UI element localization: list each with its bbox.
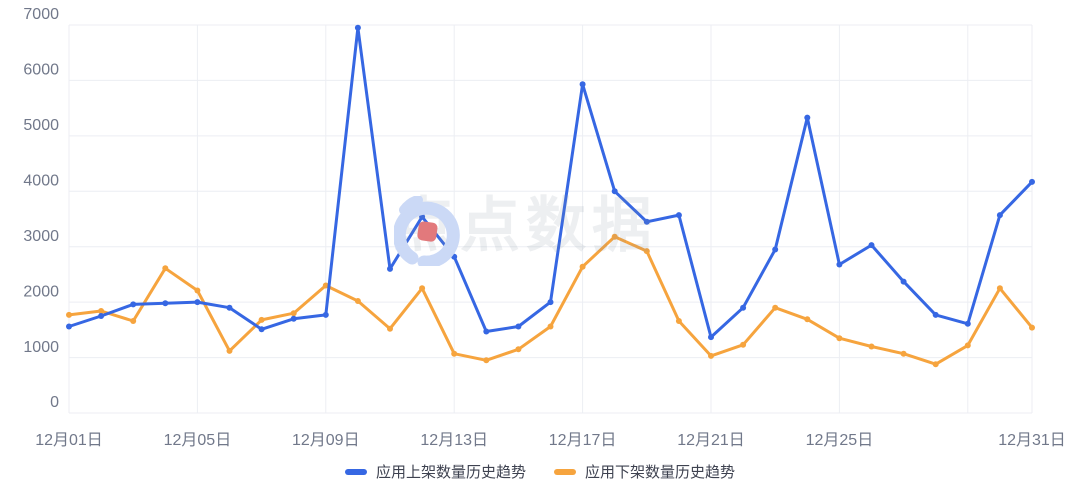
data-point [868, 343, 875, 350]
data-point [1029, 324, 1035, 331]
x-axis-label: 12月05日 [164, 432, 232, 449]
data-point [547, 299, 554, 306]
data-point [258, 326, 265, 333]
data-point [675, 212, 682, 219]
x-axis-label: 12月17日 [549, 432, 617, 449]
data-point [130, 301, 137, 308]
data-point [740, 341, 747, 348]
data-point [996, 285, 1003, 292]
x-axis-label: 12月01日 [35, 432, 103, 449]
data-point [932, 311, 939, 318]
data-point [354, 298, 361, 304]
data-point [451, 253, 458, 260]
data-point [643, 248, 650, 255]
data-point [66, 311, 72, 318]
data-point [194, 299, 201, 306]
data-point [1029, 178, 1035, 185]
series-line-0 [67, 26, 1034, 339]
data-point [611, 188, 618, 195]
data-point [772, 304, 779, 311]
x-axis-label: 12月25日 [806, 432, 874, 449]
data-point [387, 265, 393, 272]
data-point [98, 308, 105, 314]
data-point [643, 218, 650, 225]
data-point [804, 114, 811, 121]
data-point [708, 334, 714, 341]
y-axis-label: 1000 [23, 339, 59, 356]
legend-item-listed[interactable]: 应用上架数量历史趋势 [344, 461, 526, 482]
data-point [772, 246, 779, 253]
data-point [98, 313, 105, 319]
data-point [996, 212, 1003, 219]
data-point [836, 261, 843, 268]
data-point [226, 347, 233, 354]
data-point [804, 316, 811, 323]
x-axis-label: 12月21日 [677, 432, 745, 449]
y-axis-label: 0 [50, 394, 59, 411]
data-point [579, 81, 586, 88]
data-point [900, 278, 907, 285]
data-point [964, 320, 971, 327]
data-point [451, 350, 458, 357]
legend-item-delisted[interactable]: 应用下架数量历史趋势 [554, 461, 735, 482]
y-axis-label: 7000 [23, 6, 59, 23]
y-axis-label: 2000 [23, 283, 59, 300]
legend-label-listed: 应用上架数量历史趋势 [375, 464, 526, 481]
data-point [515, 346, 522, 353]
data-point [964, 342, 971, 349]
y-axis-label: 5000 [23, 117, 59, 134]
data-point [515, 323, 522, 330]
data-point [162, 265, 169, 272]
data-point [194, 287, 201, 294]
data-point [66, 323, 72, 330]
data-point [226, 304, 233, 311]
data-point [322, 282, 329, 289]
x-axis-label: 12月31日 [998, 432, 1066, 449]
data-point [868, 242, 875, 249]
x-axis-label: 12月09日 [292, 432, 360, 449]
data-point [322, 311, 329, 318]
data-point [836, 335, 843, 342]
data-point [258, 316, 265, 323]
data-point [387, 325, 393, 332]
data-point [547, 323, 554, 330]
data-point [419, 285, 426, 292]
y-axis-label: 6000 [23, 62, 59, 79]
data-point [708, 352, 714, 359]
x-axis-label: 12月13日 [420, 432, 488, 449]
chart-legend: 应用上架数量历史趋势 应用下架数量历史趋势 [0, 461, 1080, 482]
data-point [290, 315, 297, 322]
data-point [611, 233, 618, 240]
data-point [290, 310, 297, 317]
data-point [579, 263, 586, 270]
legend-marker-listed-icon [344, 468, 367, 475]
y-axis-label: 3000 [23, 228, 59, 245]
data-point [900, 350, 907, 357]
data-point [419, 213, 426, 220]
data-point [130, 318, 137, 324]
data-point [162, 300, 169, 307]
data-point [354, 24, 361, 31]
data-point [483, 328, 490, 335]
data-point [483, 357, 490, 364]
legend-label-delisted: 应用下架数量历史趋势 [585, 464, 736, 481]
y-axis-label: 4000 [23, 173, 59, 190]
data-point [740, 304, 747, 311]
data-point [675, 318, 682, 324]
data-point [932, 361, 939, 368]
legend-marker-delisted-icon [554, 468, 576, 475]
